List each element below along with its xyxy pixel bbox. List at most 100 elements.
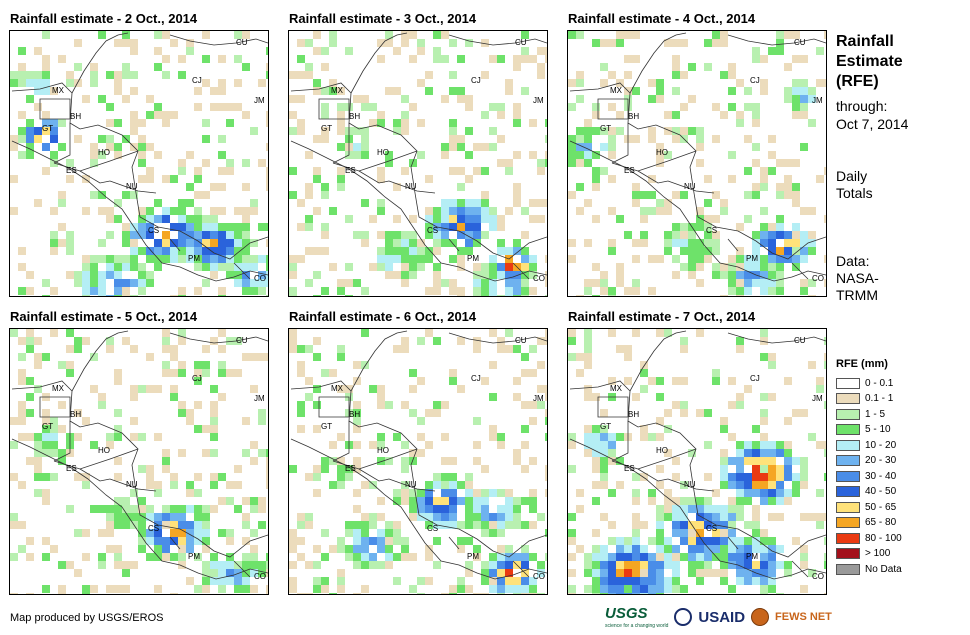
country-label: CO [254,274,266,283]
country-label: JM [533,96,544,105]
country-label: PM [746,254,758,263]
through-date: Oct 7, 2014 [836,116,909,132]
country-label: PM [188,552,200,561]
country-label: ES [624,464,635,473]
country-label: CU [236,38,248,47]
country-label: CS [427,226,438,235]
daily-totals: Daily Totals [836,168,873,202]
legend-item: 30 - 40 [836,469,896,483]
country-label: CO [812,274,824,283]
legend-swatch [836,439,860,451]
legend-label: 50 - 65 [865,501,897,513]
country-label: CU [515,38,527,47]
country-label: MX [610,384,623,393]
country-label: NU [126,182,138,191]
country-label: CJ [750,374,760,383]
country-label: CS [706,524,717,533]
legend-swatch [836,532,860,544]
rainfall-map-6: CU CJ JM MX BH GT HO ES NU CS PM CO [567,328,827,595]
country-label: ES [624,166,635,175]
country-label: CO [533,572,545,581]
usgs-logo-text: USGS [605,605,648,622]
country-label: NU [684,182,696,191]
country-label: MX [331,384,344,393]
legend-label: 40 - 50 [865,486,897,497]
country-label: MX [52,86,65,95]
map-canvas: CU CJ JM MX BH GT HO ES NU CS PM CO [10,329,268,594]
legend-swatch [836,377,860,389]
map-canvas: CU CJ JM MX BH GT HO ES NU CS PM CO [568,31,826,296]
country-label: HO [377,148,389,157]
country-label: HO [98,446,110,455]
legend-swatch [836,548,860,559]
country-label: MX [331,86,344,95]
map-canvas: CU CJ JM MX BH GT HO ES NU CS PM CO [289,329,547,594]
legend-swatch [836,517,860,528]
country-label: GT [600,422,611,431]
country-label: CU [794,38,806,47]
country-label: HO [656,446,668,455]
country-label: ES [345,464,356,473]
legend-item: 40 - 50 [836,485,896,499]
country-label: CO [533,274,545,283]
legend-label: > 100 [865,548,891,559]
country-label: PM [467,552,479,561]
side-title-line: (RFE) [836,73,879,90]
country-label: HO [98,148,110,157]
map-canvas: CU CJ JM MX BH GT HO ES NU CS PM CO [289,31,547,296]
country-label: JM [812,394,823,403]
country-label: BH [349,112,360,121]
panel-title-6: Rainfall estimate - 7 Oct., 2014 [568,309,756,324]
legend-swatch [836,470,860,482]
country-label: CJ [471,76,481,85]
country-label: BH [349,410,360,419]
country-label: GT [321,124,332,133]
legend-swatch [836,408,860,420]
legend-item: 5 - 10 [836,423,891,437]
legend-swatch [836,486,860,497]
legend-label: 10 - 20 [865,439,897,451]
country-label: PM [746,552,758,561]
legend-item: 20 - 30 [836,454,896,468]
panel-title-5: Rainfall estimate - 6 Oct., 2014 [289,309,477,324]
legend-label: 1 - 5 [865,408,886,420]
rainfall-map-4: CU CJ JM MX BH GT HO ES NU CS PM CO [9,328,269,595]
legend-label: 0 - 0.1 [865,377,894,389]
legend-swatch [836,393,860,404]
data-line: Data: [836,253,870,269]
legend-label: 20 - 30 [865,455,897,466]
country-label: JM [254,394,265,403]
panel-title-1: Rainfall estimate - 2 Oct., 2014 [10,11,198,26]
panel-title-3: Rainfall estimate - 4 Oct., 2014 [568,11,756,26]
credit-text: Map produced by USGS/EROS [10,612,164,624]
map-canvas: CU CJ JM MX BH GT HO ES NU CS PM CO [10,31,268,296]
legend-label: No Data [865,563,902,575]
country-label: NU [405,480,417,489]
legend-swatch [836,501,860,513]
legend-item: 1 - 5 [836,407,885,421]
legend-label: 30 - 40 [865,470,897,482]
rainfall-map-3: CU CJ JM MX BH GT HO ES NU CS PM CO [567,30,827,297]
country-label: CJ [192,76,202,85]
side-title-line: Estimate [836,53,903,70]
country-label: GT [321,422,332,431]
country-label: ES [66,464,77,473]
usgs-logo: USGS science for a changing world [605,605,668,629]
country-label: CO [254,572,266,581]
country-label: NU [405,182,417,191]
data-line: TRMM [836,287,878,303]
side-title: Rainfall Estimate (RFE) [836,32,903,92]
data-line: NASA- [836,270,879,286]
map-canvas: CU CJ JM MX BH GT HO ES NU CS PM CO [568,329,826,594]
logos: USGS science for a changing world USAID … [605,604,832,630]
legend-title: RFE (mm) [836,358,888,370]
country-label: CS [148,226,159,235]
country-label: CJ [471,374,481,383]
usgs-tagline: science for a changing world [605,623,669,629]
panel-title-4: Rainfall estimate - 5 Oct., 2014 [10,309,198,324]
legend-item: 65 - 80 [836,516,896,530]
daily-line: Totals [836,185,873,201]
legend-item: No Data [836,562,902,576]
panel-title-2: Rainfall estimate - 3 Oct., 2014 [289,11,477,26]
rainfall-map-2: CU CJ JM MX BH GT HO ES NU CS PM CO [288,30,548,297]
